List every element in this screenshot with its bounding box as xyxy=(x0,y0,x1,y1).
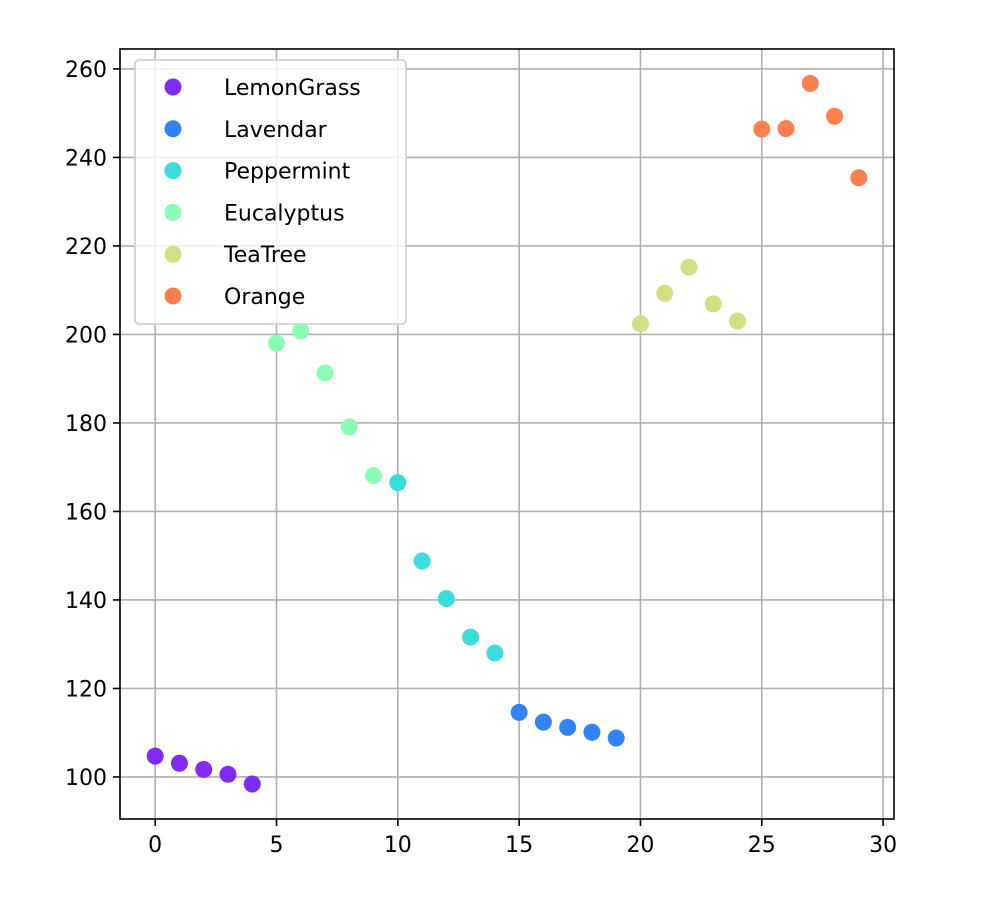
data-point-orange xyxy=(826,107,844,125)
data-point-lemongrass xyxy=(146,747,164,765)
data-point-peppermint xyxy=(437,590,455,608)
y-tick-label: 260 xyxy=(65,58,107,83)
data-point-orange xyxy=(801,75,819,93)
data-point-teatree xyxy=(680,258,698,276)
data-points xyxy=(146,75,868,793)
data-point-lavendar xyxy=(559,718,577,736)
legend-label-lavendar: Lavendar xyxy=(224,118,328,143)
legend: LemonGrass Lavendar Peppermint Eucalyptus Te… xyxy=(134,59,407,325)
data-point-lavendar xyxy=(534,713,552,731)
legend-marker-lemongrass xyxy=(164,78,182,96)
legend-marker-orange xyxy=(164,287,182,305)
data-point-lemongrass xyxy=(219,765,237,783)
data-point-orange xyxy=(777,120,795,138)
axis-ticks: 0 5 10 15 20 25 30 100 120 140 160 180 200 220 240 260 xyxy=(65,58,897,858)
legend-marker-teatree xyxy=(164,245,182,263)
data-point-teatree xyxy=(704,295,722,313)
legend-marker-eucalyptus xyxy=(164,203,182,221)
data-point-lavendar xyxy=(510,703,528,721)
data-point-eucalyptus xyxy=(316,364,334,382)
data-point-lavendar xyxy=(607,729,625,747)
legend-label-lemongrass: LemonGrass xyxy=(224,76,361,101)
data-point-lemongrass xyxy=(170,754,188,772)
y-tick-label: 140 xyxy=(65,589,107,614)
data-point-teatree xyxy=(656,284,674,302)
data-point-lemongrass xyxy=(195,760,213,778)
legend-box xyxy=(134,59,407,325)
legend-label-peppermint: Peppermint xyxy=(224,160,351,185)
x-tick-label: 5 xyxy=(269,833,283,858)
data-point-eucalyptus xyxy=(292,322,310,340)
data-point-peppermint xyxy=(389,474,407,492)
data-point-peppermint xyxy=(486,644,504,662)
data-point-orange xyxy=(753,120,771,138)
y-tick-label: 160 xyxy=(65,500,107,525)
x-tick-label: 20 xyxy=(626,833,654,858)
data-point-teatree xyxy=(631,315,649,333)
legend-label-teatree: TeaTree xyxy=(223,243,307,268)
x-tick-label: 0 xyxy=(148,833,162,858)
data-point-orange xyxy=(850,169,868,187)
y-tick-label: 180 xyxy=(65,412,107,437)
y-tick-label: 120 xyxy=(65,677,107,702)
legend-marker-lavendar xyxy=(164,120,182,138)
legend-marker-peppermint xyxy=(164,162,182,180)
y-tick-label: 240 xyxy=(65,146,107,171)
data-point-lemongrass xyxy=(243,775,261,793)
plot-area-frame xyxy=(119,48,895,820)
data-point-eucalyptus xyxy=(340,418,358,436)
data-point-teatree xyxy=(729,312,747,330)
x-tick-label: 30 xyxy=(869,833,897,858)
y-tick-label: 220 xyxy=(65,235,107,260)
x-tick-label: 15 xyxy=(505,833,533,858)
grid-lines xyxy=(120,49,894,819)
data-point-peppermint xyxy=(413,552,431,570)
y-tick-label: 200 xyxy=(65,323,107,348)
data-point-peppermint xyxy=(462,628,480,646)
data-point-lavendar xyxy=(583,723,601,741)
x-tick-label: 10 xyxy=(384,833,412,858)
legend-label-orange: Orange xyxy=(224,285,305,310)
data-point-eucalyptus xyxy=(267,334,285,352)
y-tick-label: 100 xyxy=(65,766,107,791)
x-tick-label: 25 xyxy=(748,833,776,858)
data-point-eucalyptus xyxy=(365,467,383,485)
legend-label-eucalyptus: Eucalyptus xyxy=(224,201,345,226)
